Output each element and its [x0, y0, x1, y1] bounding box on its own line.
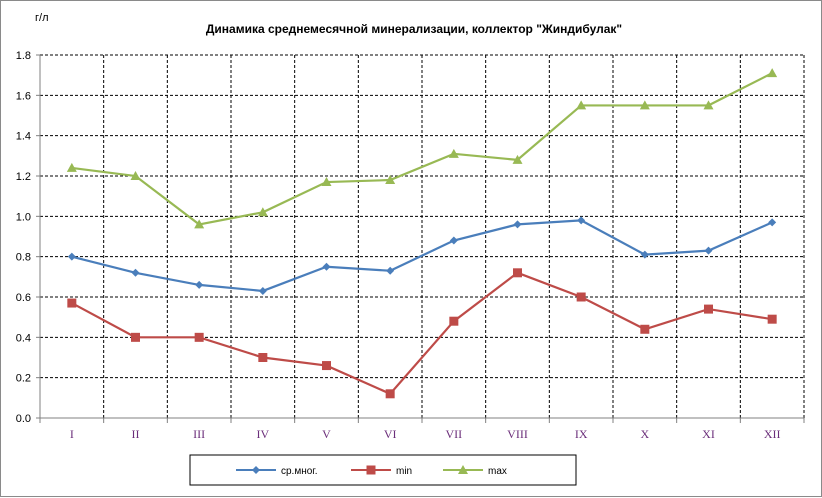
point-square	[385, 389, 395, 399]
point-diamond	[704, 246, 713, 255]
x-tick-label: XI	[702, 427, 715, 441]
x-tick-label: VI	[384, 427, 397, 441]
point-triangle	[385, 175, 396, 185]
x-tick-label: V	[322, 427, 331, 441]
point-triangle	[448, 148, 459, 158]
x-tick-label: X	[640, 427, 649, 441]
point-diamond	[195, 280, 204, 289]
y-tick-label: 0.4	[16, 332, 31, 344]
y-tick-label: 1.8	[16, 50, 31, 62]
point-triangle	[194, 219, 205, 229]
series-min	[67, 268, 777, 399]
point-diamond	[131, 268, 140, 277]
point-square	[67, 298, 77, 308]
point-triangle	[512, 154, 523, 164]
series-max	[66, 68, 778, 229]
point-triangle	[257, 207, 268, 217]
series-lines	[66, 68, 778, 399]
y-tick-label: 1.2	[16, 171, 31, 183]
x-tick-labels: I II III IV V VI VII VIII IX X XI XII	[70, 427, 781, 441]
point-diamond	[67, 252, 76, 261]
y-axis-label: г/л	[35, 12, 49, 24]
point-triangle	[458, 465, 468, 474]
legend-label: min	[396, 466, 412, 477]
point-square	[194, 332, 204, 342]
series-line	[71, 72, 773, 226]
y-tick-label: 0.6	[16, 292, 31, 304]
legend-item: min	[351, 465, 412, 477]
y-tick-label: 1.6	[16, 90, 31, 102]
y-tick-label: 0.8	[16, 252, 31, 264]
point-triangle	[703, 100, 714, 110]
point-diamond	[449, 236, 458, 245]
legend: ср.мног. min max	[189, 454, 577, 486]
x-tick-label: IV	[256, 427, 269, 441]
axes	[36, 54, 805, 423]
series-line	[71, 219, 773, 293]
y-tick-labels: 0.0 0.2 0.4 0.6 0.8 1.0 1.2 1.4 1.6 1.8	[16, 50, 31, 425]
legend-item: ср.мног.	[236, 466, 318, 477]
point-square	[131, 332, 140, 342]
point-square	[640, 324, 650, 334]
chart-title: Динамика среднемесячной минерализации, к…	[206, 22, 622, 36]
y-tick-label: 1.0	[16, 211, 31, 223]
point-square	[258, 353, 268, 362]
point-square	[322, 361, 331, 371]
series-ср.мног.	[67, 216, 777, 295]
point-diamond	[768, 218, 777, 227]
y-tick-label: 0.2	[16, 373, 31, 385]
point-diamond	[577, 216, 586, 225]
point-diamond	[640, 250, 649, 259]
x-tick-label: III	[193, 427, 205, 441]
x-tick-label: II	[132, 427, 140, 441]
point-square	[366, 465, 376, 475]
point-diamond	[322, 262, 331, 271]
series-line	[71, 271, 773, 396]
point-triangle	[767, 68, 778, 78]
x-tick-label: XII	[764, 427, 781, 441]
x-tick-label: IX	[575, 427, 588, 441]
point-diamond	[513, 220, 522, 229]
legend-item: max	[443, 465, 507, 477]
point-diamond	[386, 266, 395, 275]
x-tick-label: VII	[445, 427, 462, 441]
point-square	[513, 268, 522, 278]
point-triangle	[639, 100, 650, 110]
point-diamond	[258, 286, 267, 295]
point-triangle	[130, 171, 141, 180]
x-tick-label: VIII	[507, 427, 528, 441]
point-square	[576, 292, 586, 302]
legend-label: ср.мног.	[281, 466, 318, 477]
legend-label: max	[488, 466, 507, 477]
y-tick-label: 1.4	[16, 131, 31, 143]
gridlines	[40, 54, 805, 418]
point-diamond	[252, 466, 260, 474]
point-square	[704, 304, 713, 314]
point-triangle	[321, 177, 332, 187]
point-square	[767, 314, 777, 324]
point-triangle	[66, 162, 77, 172]
point-triangle	[576, 100, 587, 110]
x-tick-label: I	[70, 427, 74, 441]
y-tick-label: 0.0	[16, 413, 31, 425]
point-square	[449, 316, 459, 326]
